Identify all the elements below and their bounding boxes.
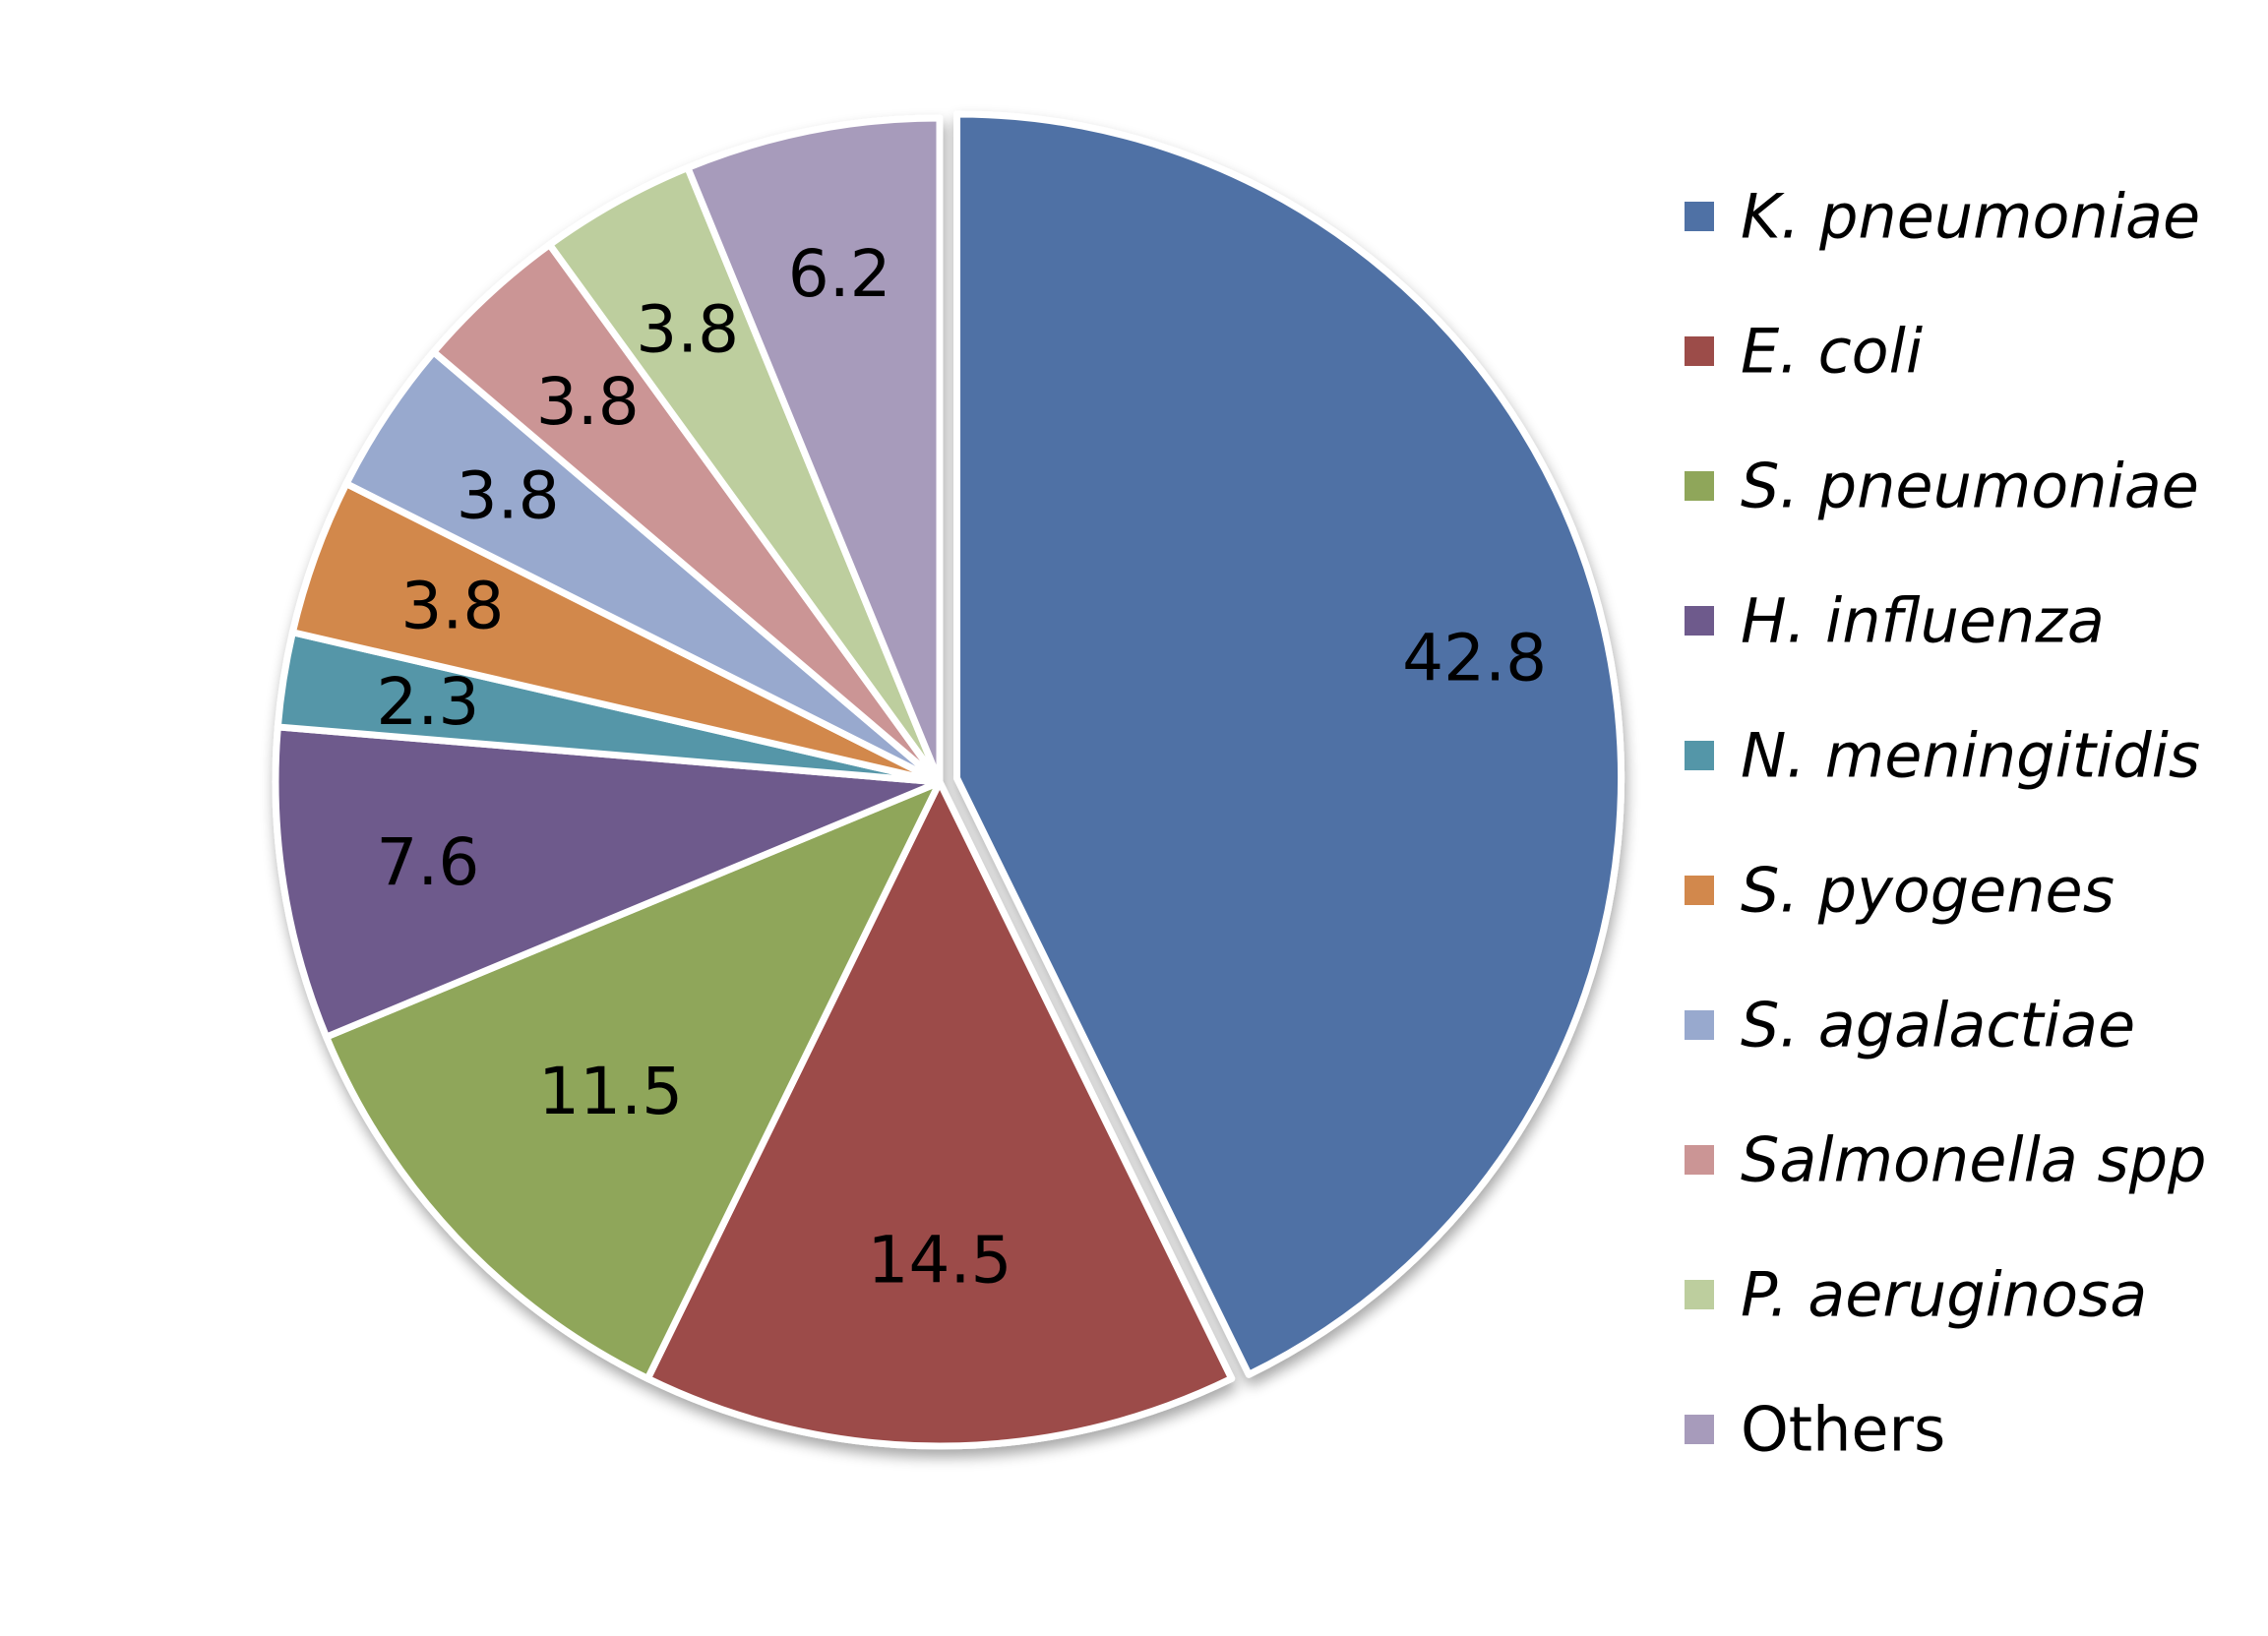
data-label-others: 6.2 — [788, 236, 891, 312]
pie-data-labels: 42.814.511.57.62.33.83.83.83.86.2 — [376, 236, 1547, 1299]
legend-label: Others — [1741, 1394, 1945, 1466]
legend: K. pneumoniae E. coli S. pneumoniae H. infl… — [1685, 181, 2207, 1466]
legend-item-k-pneumoniae: K. pneumoniae — [1685, 181, 2200, 253]
legend-label: S. pyogenes — [1741, 855, 2115, 927]
legend-label: N. meningitidis — [1741, 720, 2200, 792]
pie-slices — [272, 110, 1625, 1450]
legend-item-others: Others — [1685, 1394, 1945, 1466]
legend-label: K. pneumoniae — [1741, 181, 2200, 253]
data-label-salmonella-spp: 3.8 — [536, 364, 640, 440]
legend-item-s-pneumoniae: S. pneumoniae — [1685, 451, 2199, 522]
legend-label: Salmonella spp — [1741, 1124, 2207, 1196]
pie-slice-s-pneumoniae — [323, 778, 944, 1382]
pie-slice-others — [684, 114, 944, 786]
legend-item-h-influenza: H. influenza — [1685, 585, 2105, 657]
legend-label: E. coli — [1741, 316, 1923, 388]
data-label-h-influenza: 7.6 — [376, 824, 479, 900]
legend-swatch — [1685, 471, 1714, 501]
legend-item-n-meningitidis: N. meningitidis — [1685, 720, 2200, 792]
legend-label: S. agalactiae — [1741, 990, 2135, 1061]
legend-swatch — [1685, 336, 1714, 366]
legend-swatch — [1685, 1010, 1714, 1040]
pie-slice-h-influenza — [272, 723, 944, 1041]
legend-swatch — [1685, 1415, 1714, 1444]
pie-slice-k-pneumoniae — [953, 110, 1625, 1378]
data-label-s-agalactiae: 3.8 — [457, 458, 560, 534]
data-label-s-pneumoniae: 11.5 — [538, 1054, 683, 1129]
legend-item-s-pyogenes: S. pyogenes — [1685, 855, 2115, 927]
legend-item-salmonella-spp: Salmonella spp — [1685, 1124, 2207, 1196]
legend-label: P. aeruginosa — [1741, 1259, 2147, 1331]
legend-swatch — [1685, 1145, 1714, 1175]
legend-item-s-agalactiae: S. agalactiae — [1685, 990, 2135, 1061]
legend-swatch — [1685, 876, 1714, 905]
legend-item-p-aeruginosa: P. aeruginosa — [1685, 1259, 2147, 1331]
data-label-n-meningitidis: 2.3 — [376, 664, 479, 740]
legend-label: S. pneumoniae — [1741, 451, 2199, 522]
data-label-p-aeruginosa: 3.8 — [636, 292, 739, 368]
legend-label: H. influenza — [1741, 585, 2105, 657]
legend-swatch — [1685, 741, 1714, 770]
pie-slice-e-coli — [644, 778, 1236, 1450]
legend-swatch — [1685, 202, 1714, 231]
legend-swatch — [1685, 1280, 1714, 1309]
legend-swatch — [1685, 606, 1714, 636]
legend-item-e-coli: E. coli — [1685, 316, 1923, 388]
data-label-s-pyogenes: 3.8 — [400, 569, 504, 644]
data-label-e-coli: 14.5 — [868, 1223, 1012, 1299]
data-label-k-pneumoniae: 42.8 — [1402, 621, 1547, 697]
